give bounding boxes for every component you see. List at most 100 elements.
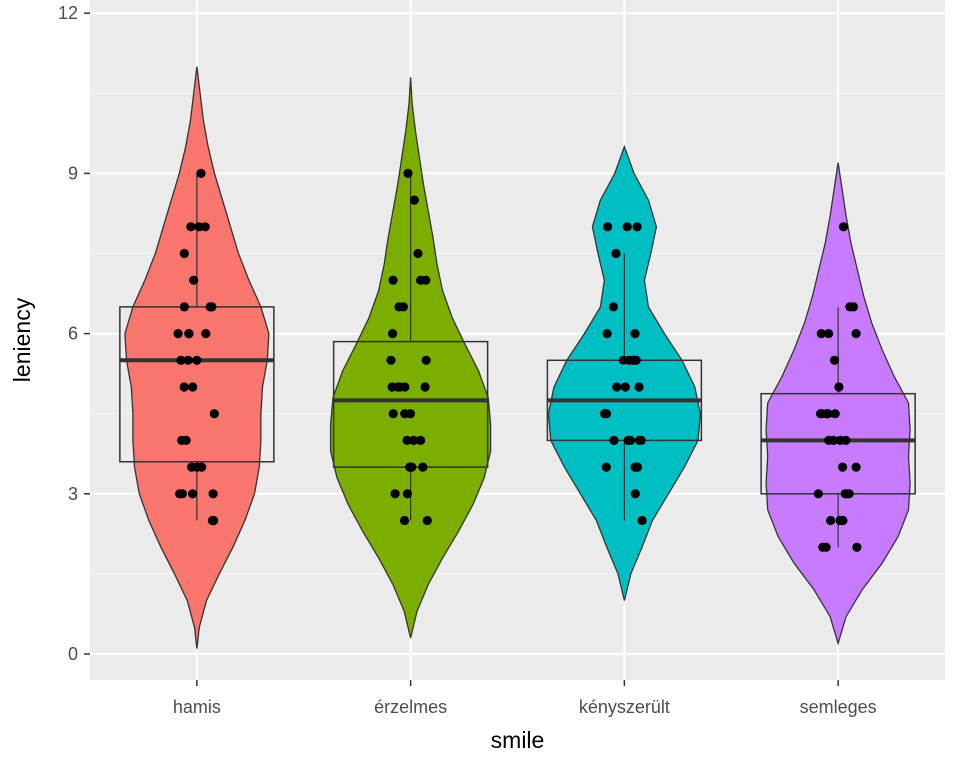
data-point: [189, 275, 199, 285]
data-point: [197, 462, 207, 472]
data-point: [388, 275, 398, 285]
data-point: [188, 382, 198, 392]
data-point: [620, 382, 630, 392]
y-tick-label: 3: [68, 484, 78, 504]
violin: [329, 77, 492, 639]
y-axis: 0 3 6 9 12: [58, 3, 90, 664]
data-point: [838, 222, 849, 232]
data-point: [813, 489, 823, 499]
data-point: [196, 168, 206, 178]
data-point: [209, 515, 219, 526]
data-point: [179, 382, 189, 392]
data-point: [388, 409, 398, 419]
box: [760, 392, 916, 495]
data-point: [630, 329, 640, 339]
violin: [765, 162, 911, 646]
data-point: [818, 542, 828, 552]
data-point: [421, 355, 431, 365]
data-point: [422, 515, 432, 526]
data-point: [608, 302, 619, 312]
data-point: [209, 409, 219, 419]
data-point: [838, 462, 848, 472]
plot-panel: [90, 0, 945, 680]
data-point: [632, 462, 643, 472]
data-point: [179, 302, 189, 312]
data-point: [184, 329, 194, 339]
x-tick-label: hamis: [173, 697, 221, 717]
data-point: [851, 329, 861, 339]
x-tick-label: kényszerült: [579, 697, 670, 717]
data-point: [402, 435, 412, 445]
data-point: [421, 275, 431, 285]
data-point: [601, 462, 611, 472]
data-point: [835, 435, 845, 445]
data-point: [634, 435, 645, 445]
data-point: [177, 489, 187, 499]
violin-group-1: [119, 66, 275, 649]
data-point: [630, 489, 640, 499]
data-point: [623, 435, 633, 445]
data-point: [418, 462, 428, 472]
data-point: [603, 222, 613, 232]
data-point: [395, 382, 405, 392]
data-point: [387, 382, 397, 392]
data-point: [637, 515, 647, 526]
data-point: [834, 382, 844, 392]
data-point: [183, 355, 193, 365]
data-point: [388, 329, 398, 339]
data-point: [852, 542, 862, 552]
data-point: [390, 489, 400, 499]
y-tick-label: 0: [68, 644, 78, 664]
x-axis: hamis érzelmes kényszerült semleges: [173, 680, 877, 717]
x-tick-label: érzelmes: [374, 697, 447, 717]
data-point: [420, 382, 430, 392]
data-point: [609, 435, 619, 445]
data-point: [612, 382, 622, 392]
data-point: [409, 435, 419, 445]
data-point: [618, 355, 629, 365]
y-tick-label: 6: [68, 324, 78, 344]
data-point: [192, 355, 202, 365]
data-point: [823, 409, 833, 419]
data-point: [407, 462, 417, 472]
data-point: [394, 302, 404, 312]
data-point: [176, 355, 186, 365]
data-point: [828, 435, 839, 445]
data-point: [200, 222, 210, 232]
x-axis-title: smile: [491, 727, 545, 753]
data-point: [611, 248, 621, 259]
y-tick-label: 9: [68, 163, 78, 183]
data-point: [416, 435, 426, 445]
data-point: [601, 409, 612, 419]
data-point: [632, 222, 642, 232]
data-point: [186, 222, 196, 232]
data-point: [201, 329, 211, 339]
data-point: [409, 195, 419, 205]
data-point: [402, 489, 412, 499]
data-point: [179, 248, 189, 259]
data-point: [830, 409, 840, 419]
data-point: [386, 355, 396, 365]
data-point: [602, 329, 612, 339]
data-point: [208, 489, 218, 499]
data-point: [628, 355, 638, 365]
data-point: [399, 515, 410, 526]
data-point: [826, 515, 836, 526]
y-tick-label: 12: [58, 3, 78, 23]
data-point: [622, 222, 632, 232]
data-point: [634, 382, 644, 392]
data-point: [816, 329, 826, 339]
violin: [547, 144, 702, 601]
data-point: [844, 489, 854, 499]
data-point: [824, 329, 834, 339]
data-point: [829, 355, 840, 365]
data-point: [838, 515, 848, 526]
data-point: [173, 329, 183, 339]
violin-group-4: [760, 162, 916, 646]
violin-group-3: [546, 144, 703, 601]
violin-group-2: [329, 77, 492, 639]
x-tick-label: semleges: [800, 697, 877, 717]
data-point: [400, 409, 410, 419]
data-point: [845, 302, 855, 312]
